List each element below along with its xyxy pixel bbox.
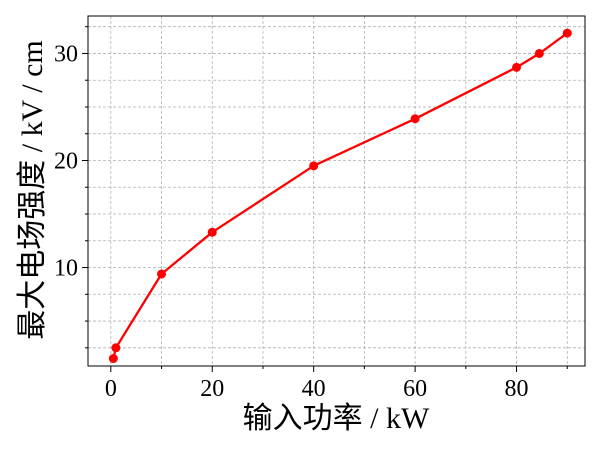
y-tick-label: 10 — [54, 256, 78, 282]
series-layer — [108, 28, 572, 364]
x-tick-label: 20 — [200, 376, 224, 402]
x-tick-label: 0 — [105, 376, 117, 402]
data-point — [512, 62, 522, 72]
data-point — [562, 28, 572, 38]
plot-frame — [87, 15, 586, 367]
data-point — [157, 269, 167, 279]
data-point — [534, 48, 544, 58]
grid-lines — [88, 16, 585, 366]
data-point — [410, 114, 420, 124]
axis-ticks: 0 20 40 60 80 10 20 30 — [54, 26, 568, 402]
series-line — [112, 32, 568, 359]
x-tick-label: 60 — [403, 376, 427, 402]
y-tick-label: 30 — [54, 41, 78, 67]
data-point — [111, 343, 121, 353]
y-tick-label: 20 — [54, 148, 78, 174]
data-point — [108, 354, 118, 364]
y-axis-label: 最大电场强度 / kV / cm — [16, 40, 49, 339]
x-tick-label: 80 — [505, 376, 529, 402]
x-tick-label: 40 — [302, 376, 326, 402]
data-point — [309, 161, 319, 171]
data-point — [207, 227, 217, 237]
x-axis-label: 输入功率 / kW — [243, 402, 430, 435]
